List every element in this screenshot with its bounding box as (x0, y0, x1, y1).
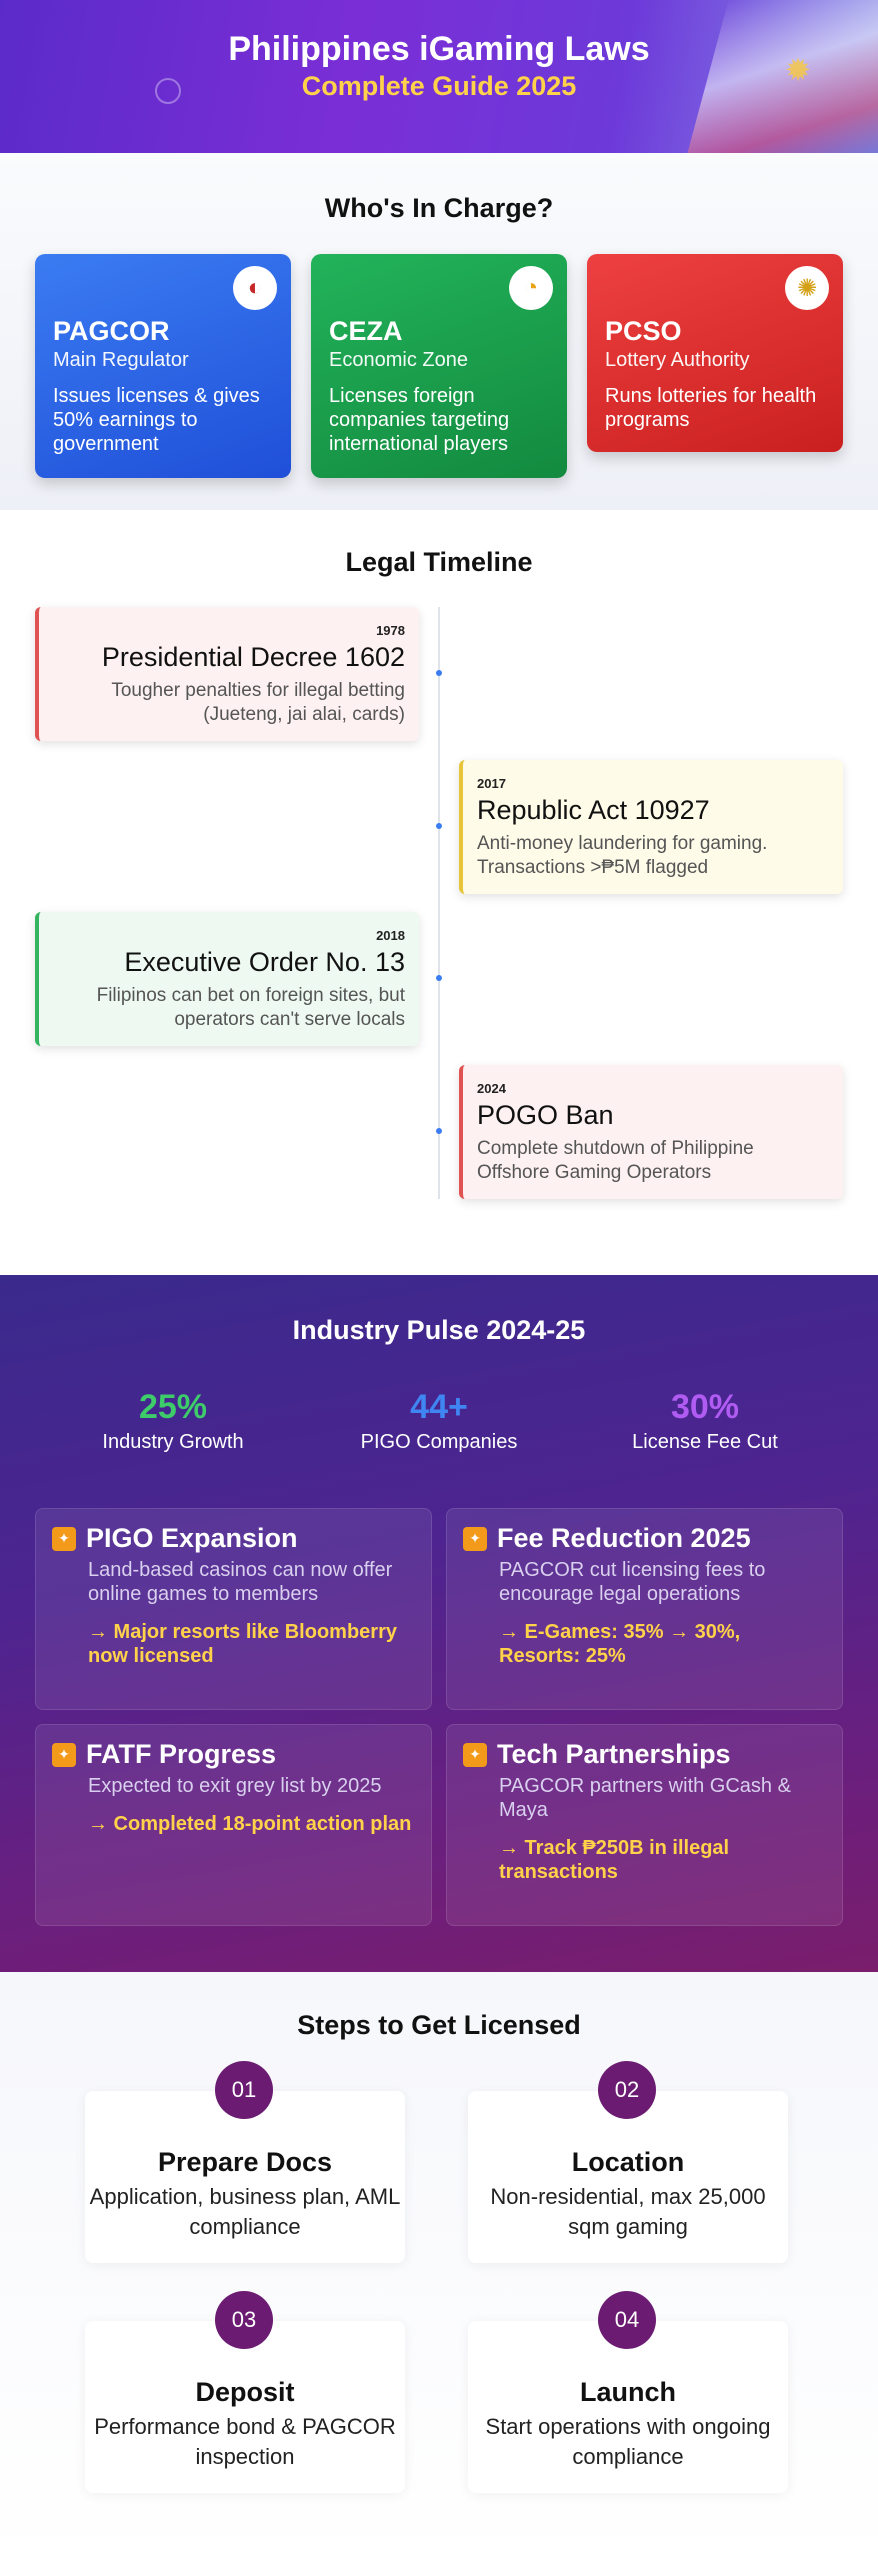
pulse-card-note: → E-Games: 35% → 30%, Resorts: 25% (499, 1621, 741, 1667)
step-card-launch: 04 Launch Start operations with ongoing … (468, 2291, 788, 2493)
pulse-card-title: Fee Reduction 2025 (497, 1523, 751, 1553)
regulator-role: Lottery Authority (605, 349, 750, 371)
step-desc: Start operations with ongoing compliance (485, 2414, 771, 2469)
stat-license-fee-cut: 30% License Fee Cut (575, 1388, 835, 1454)
pulse-card-tech-partnerships: ✦ Tech Partnerships PAGCOR partners with … (446, 1724, 843, 1926)
steps-title: Steps to Get Licensed (297, 2010, 581, 2040)
regulator-card-ceza: ◔ CEZA Economic Zone Licenses foreign co… (311, 254, 567, 478)
hero-header: ✹ Philippines iGaming Laws Complete Guid… (0, 0, 878, 153)
event-desc: Anti-money laundering for gaming. Transa… (477, 833, 768, 878)
timeline-event-2017: 2017 Republic Act 10927 Anti-money laund… (459, 760, 843, 894)
pulse-card-note: → Major resorts like Bloomberry now lice… (88, 1621, 397, 1667)
timeline-dot (436, 823, 442, 829)
stat-value: 30% (670, 1388, 740, 1426)
pagcor-logo-icon: ◐ (233, 266, 277, 310)
regulator-desc: Runs lotteries for health programs (605, 385, 817, 431)
stat-label: Industry Growth (102, 1431, 244, 1453)
regulators-title: Who's In Charge? (324, 193, 554, 223)
spark-icon: ✦ (52, 1526, 76, 1551)
regulator-card-pcso: ✺ PCSO Lottery Authority Runs lotteries … (587, 254, 843, 452)
sun-icon: ✹ (784, 52, 812, 88)
timeline-event-1978: 1978 Presidential Decree 1602 Tougher pe… (35, 607, 419, 741)
industry-pulse-section: Industry Pulse 2024-25 25% Industry Grow… (0, 1275, 878, 1972)
page-title: Philippines iGaming Laws (228, 30, 650, 68)
event-desc: Filipinos can bet on foreign sites, but … (96, 985, 405, 1030)
pcso-logo-icon: ✺ (785, 266, 829, 310)
pulse-card-title: PIGO Expansion (86, 1523, 298, 1553)
step-title: Launch (579, 2377, 676, 2407)
timeline-event-2018: 2018 Executive Order No. 13 Filipinos ca… (35, 912, 419, 1046)
stat-label: PIGO Companies (360, 1431, 518, 1453)
step-number: 02 (598, 2061, 656, 2119)
timeline-dot (436, 975, 442, 981)
step-number: 03 (215, 2291, 273, 2349)
stat-pigo-companies: 44+ PIGO Companies (309, 1388, 569, 1454)
step-desc: Non-residential, max 25,000 sqm gaming (490, 2184, 766, 2239)
regulator-name: PCSO (605, 316, 682, 346)
regulator-role: Economic Zone (329, 349, 468, 371)
pulse-card-title: FATF Progress (86, 1739, 277, 1769)
step-title: Deposit (195, 2377, 295, 2407)
timeline-dot (436, 1128, 442, 1134)
stat-label: License Fee Cut (632, 1431, 778, 1453)
pulse-card-title: Tech Partnerships (497, 1739, 731, 1769)
step-desc: Application, business plan, AML complian… (89, 2184, 401, 2239)
step-title: Prepare Docs (157, 2147, 333, 2177)
pulse-card-desc: Land-based casinos can now offer online … (88, 1559, 393, 1605)
step-desc: Performance bond & PAGCOR inspection (94, 2414, 396, 2469)
event-title: Presidential Decree 1602 (101, 642, 405, 672)
step-title: Location (571, 2147, 685, 2177)
event-title: Executive Order No. 13 (124, 947, 405, 977)
spark-icon: ✦ (463, 1742, 487, 1767)
pulse-title: Industry Pulse 2024-25 (292, 1315, 586, 1345)
ring-decoration (155, 78, 181, 104)
ceza-logo-icon: ◔ (509, 266, 553, 310)
pulse-card-desc: PAGCOR partners with GCash & Maya (499, 1775, 791, 1821)
event-desc: Tougher penalties for illegal betting (J… (111, 680, 405, 725)
timeline-event-2024: 2024 POGO Ban Complete shutdown of Phili… (459, 1065, 843, 1199)
licensing-steps-section: Steps to Get Licensed 01 Prepare Docs Ap… (0, 1972, 878, 2560)
regulators-section: Who's In Charge? ◐ PAGCOR Main Regulator… (0, 153, 878, 510)
stat-industry-growth: 25% Industry Growth (43, 1388, 303, 1454)
regulator-role: Main Regulator (53, 349, 189, 371)
step-number: 01 (215, 2061, 273, 2119)
step-number: 04 (598, 2291, 656, 2349)
pulse-card-note: → Track ₱250B in illegal transactions (499, 1837, 730, 1883)
step-card-deposit: 03 Deposit Performance bond & PAGCOR ins… (85, 2291, 405, 2493)
event-year: 2018 (376, 928, 405, 943)
spark-icon: ✦ (463, 1526, 487, 1551)
pulse-card-pigo-expansion: ✦ PIGO Expansion Land-based casinos can n… (35, 1508, 432, 1710)
pulse-card-fatf-progress: ✦ FATF Progress Expected to exit grey lis… (35, 1724, 432, 1926)
timeline-title: Legal Timeline (345, 547, 533, 577)
pulse-card-desc: PAGCOR cut licensing fees to encourage l… (499, 1559, 766, 1605)
event-year: 2024 (477, 1081, 506, 1096)
timeline-dot (436, 670, 442, 676)
legal-timeline-section: Legal Timeline 1978 Presidential Decree … (0, 510, 878, 1275)
stat-value: 25% (138, 1388, 208, 1426)
page-subtitle: Complete Guide 2025 (301, 71, 577, 101)
timeline-axis (438, 607, 440, 1199)
event-title: POGO Ban (477, 1100, 614, 1130)
spark-icon: ✦ (52, 1742, 76, 1767)
event-year: 2017 (477, 776, 506, 791)
regulator-name: CEZA (329, 316, 403, 346)
regulator-desc: Issues licenses & gives 50% earnings to … (53, 385, 260, 455)
regulator-card-pagcor: ◐ PAGCOR Main Regulator Issues licenses … (35, 254, 291, 478)
pulse-card-note: → Completed 18-point action plan (88, 1813, 412, 1835)
event-year: 1978 (376, 623, 405, 638)
regulator-desc: Licenses foreign companies targeting int… (329, 385, 510, 455)
step-card-location: 02 Location Non-residential, max 25,000 … (468, 2061, 788, 2263)
step-card-prepare-docs: 01 Prepare Docs Application, business pl… (85, 2061, 405, 2263)
regulator-name: PAGCOR (53, 316, 170, 346)
pulse-card-fee-reduction: ✦ Fee Reduction 2025 PAGCOR cut licensing… (446, 1508, 843, 1710)
pulse-card-desc: Expected to exit grey list by 2025 (88, 1775, 382, 1797)
event-desc: Complete shutdown of Philippine Offshore… (477, 1138, 754, 1183)
stat-value: 44+ (410, 1388, 468, 1426)
event-title: Republic Act 10927 (477, 795, 710, 825)
